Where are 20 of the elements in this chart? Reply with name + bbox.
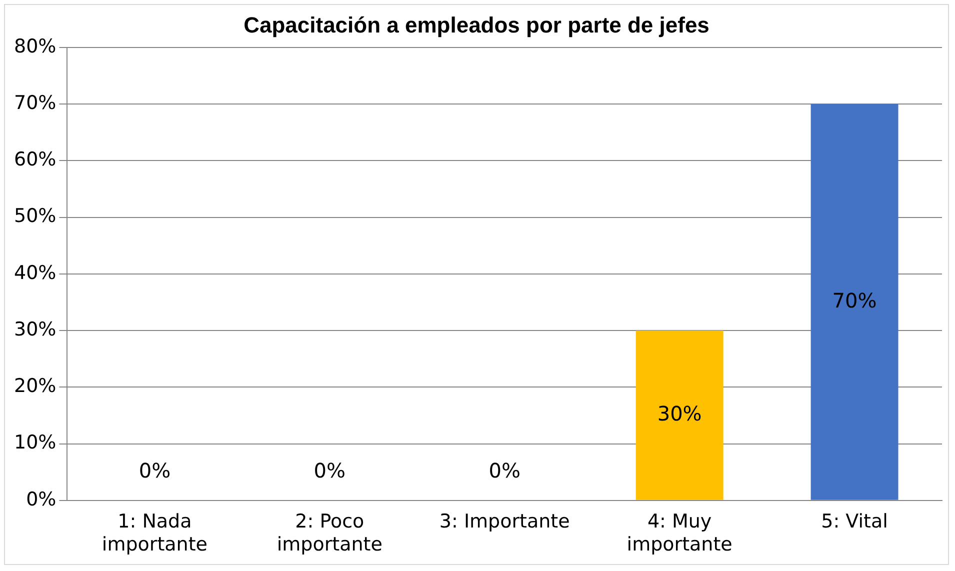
- y-tick-label: 60%: [14, 148, 56, 171]
- x-tick-label: 5: Vital: [821, 510, 888, 533]
- data-label: 30%: [657, 402, 702, 426]
- data-label: 0%: [138, 458, 171, 483]
- x-tick-label: 2: Poco importante: [276, 510, 382, 556]
- y-tick-label: 0%: [26, 488, 56, 510]
- y-tick-label: 10%: [14, 432, 56, 454]
- data-label: 0%: [314, 458, 346, 483]
- x-tick-label: 1: Nada importante: [102, 510, 208, 556]
- data-label: 70%: [832, 288, 877, 312]
- x-tick-label: 3: Importante: [439, 510, 570, 533]
- chart-title: Capacitación a empleados por parte de jefes: [244, 12, 710, 38]
- y-tick-label: 50%: [14, 205, 56, 228]
- y-tick-label: 70%: [14, 92, 56, 114]
- y-tick-label: 30%: [14, 318, 56, 340]
- x-tick-label: 4: Muy importante: [626, 510, 732, 556]
- y-tick-label: 40%: [14, 262, 56, 284]
- y-tick-label: 20%: [14, 375, 56, 398]
- data-label: 0%: [488, 458, 520, 483]
- y-tick-label: 80%: [14, 35, 56, 58]
